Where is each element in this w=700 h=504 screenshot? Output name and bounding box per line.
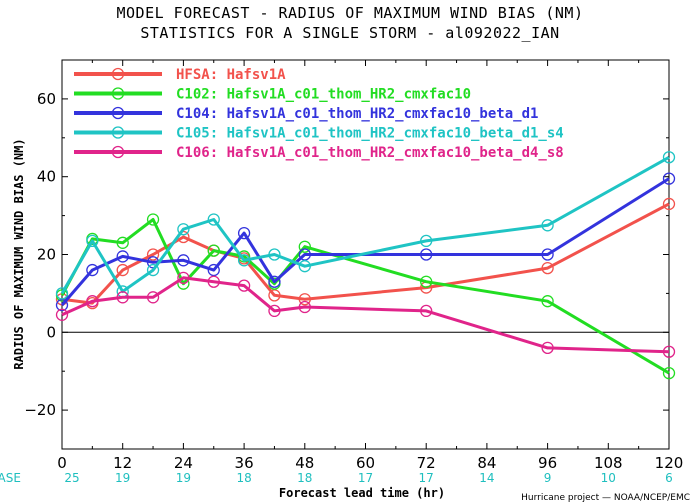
data-point — [55, 298, 69, 312]
x-tick-label: 108 — [594, 454, 623, 472]
y-tick-label: −20 — [24, 401, 56, 419]
case-label: #CASE — [0, 471, 21, 485]
case-count: 17 — [419, 471, 434, 485]
legend-label: C104: Hafsv1A_c01_thom_HR2_cmxfac10_beta… — [176, 106, 538, 122]
data-point — [298, 240, 311, 253]
case-count: 9 — [544, 471, 552, 485]
data-point — [541, 341, 554, 355]
data-point — [298, 300, 311, 314]
data-point — [207, 263, 220, 277]
data-point — [237, 254, 251, 267]
data-point — [662, 345, 676, 358]
x-tick-label: 24 — [174, 454, 193, 472]
data-point — [146, 263, 160, 277]
data-point — [268, 289, 281, 302]
case-count: 18 — [236, 471, 251, 485]
legend-swatch-marker — [111, 106, 125, 120]
x-tick-label: 72 — [417, 454, 436, 472]
x-tick-label: 0 — [57, 454, 67, 472]
legend-label: HFSA: Hafsv1A — [176, 67, 286, 83]
x-tick-label: 96 — [538, 454, 557, 472]
data-point — [116, 250, 129, 263]
data-point — [55, 287, 69, 300]
legend-swatch-marker — [111, 145, 125, 159]
y-axis-label: RADIUS OF MAXIMUM WIND BIAS (NM) — [12, 138, 26, 369]
legend-swatch-marker — [111, 126, 125, 139]
data-point — [177, 271, 190, 284]
data-point — [86, 234, 99, 248]
case-count: 19 — [176, 471, 191, 485]
data-point — [146, 248, 160, 261]
data-point — [268, 275, 281, 288]
data-point — [55, 308, 69, 321]
y-tick-label: 40 — [37, 168, 56, 186]
series-line-5 — [61, 276, 670, 354]
data-point — [116, 236, 129, 249]
case-count: 6 — [665, 471, 673, 485]
chart-title: MODEL FORECAST - RADIUS OF MAXIMUM WIND … — [116, 4, 583, 22]
case-count: 25 — [64, 471, 79, 485]
data-point — [298, 260, 311, 273]
credit-text: Hurricane project — NOAA/NCEP/EMC — [521, 493, 690, 503]
case-count: 14 — [479, 471, 494, 485]
y-tick-label: 60 — [37, 90, 56, 108]
data-point — [86, 263, 99, 277]
case-count: 17 — [358, 471, 373, 485]
case-count: 19 — [115, 471, 130, 485]
legend-swatch-marker — [111, 67, 125, 81]
legend-label: C106: Hafsv1A_c01_thom_HR2_cmxfac10_beta… — [176, 145, 564, 161]
y-tick-label: 0 — [46, 323, 56, 341]
data-point — [177, 223, 190, 236]
data-point — [177, 254, 190, 267]
data-point — [541, 261, 554, 275]
series-line-4 — [60, 155, 670, 295]
x-tick-label: 36 — [235, 454, 254, 472]
data-point — [207, 244, 220, 257]
x-tick-label: 84 — [477, 454, 496, 472]
series-line-3 — [60, 177, 670, 307]
legend-swatch-marker — [111, 87, 125, 100]
data-point — [541, 219, 554, 232]
chart-subtitle: STATISTICS FOR A SINGLE STORM - al092022… — [140, 24, 559, 42]
data-point — [420, 304, 433, 318]
data-point — [268, 248, 281, 261]
data-point — [268, 304, 281, 318]
data-point — [207, 213, 220, 226]
data-point — [662, 172, 676, 185]
data-point — [116, 263, 129, 277]
data-point — [662, 197, 676, 211]
data-point — [298, 248, 311, 261]
data-point — [420, 248, 433, 261]
x-axis-label: Forecast lead time (hr) — [279, 486, 445, 500]
data-point — [541, 295, 554, 308]
x-tick-label: 120 — [655, 454, 684, 472]
data-point — [662, 151, 676, 164]
data-point — [541, 248, 554, 261]
y-tick-label: 20 — [37, 246, 56, 264]
data-point — [420, 275, 433, 288]
x-tick-label: 12 — [113, 454, 132, 472]
data-point — [146, 291, 160, 304]
data-point — [146, 213, 160, 226]
x-tick-label: 48 — [295, 454, 314, 472]
legend-label: C105: Hafsv1A_c01_thom_HR2_cmxfac10_beta… — [176, 126, 564, 142]
data-point — [662, 366, 676, 380]
data-point — [237, 226, 251, 240]
data-point — [237, 279, 251, 292]
case-count: 10 — [601, 471, 616, 485]
data-point — [420, 234, 433, 248]
case-count: 18 — [297, 471, 312, 485]
data-point — [237, 250, 251, 263]
x-tick-label: 60 — [356, 454, 375, 472]
legend-label: C102: Hafsv1A_c01_thom_HR2_cmxfac10 — [176, 87, 471, 103]
data-point — [207, 275, 220, 288]
data-point — [116, 291, 129, 304]
data-point — [86, 295, 99, 308]
data-point — [298, 293, 311, 306]
